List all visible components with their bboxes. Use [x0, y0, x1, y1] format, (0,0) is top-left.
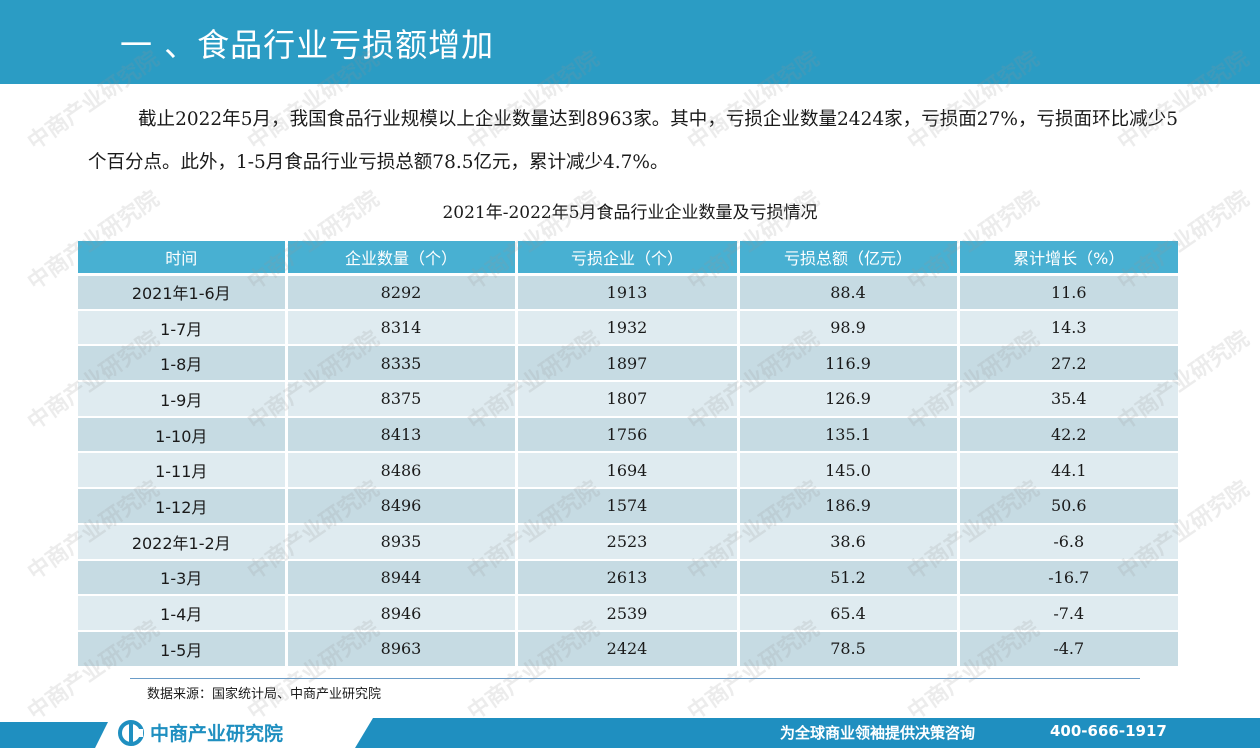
- table-row: 1-3月 8944 2613 51.2 -16.7: [78, 559, 1178, 597]
- cell-time: 1-3月: [78, 559, 288, 597]
- company-logo-icon: [118, 719, 144, 746]
- cell-total-loss: 126.9: [738, 381, 960, 418]
- cell-loss-enterprises: 1913: [516, 274, 740, 311]
- cell-time: 1-12月: [78, 488, 288, 525]
- cell-total-loss: 186.9: [738, 488, 960, 525]
- cell-total-loss: 116.9: [738, 345, 960, 383]
- cell-cumulative-growth: -7.4: [958, 595, 1178, 632]
- table-row: 1-9月 8375 1807 126.9 35.4: [78, 381, 1178, 418]
- cell-enterprise-count: 8314: [286, 309, 518, 347]
- header-total-loss: 亏损总额（亿元）: [738, 241, 960, 276]
- cell-time: 2021年1-6月: [78, 274, 288, 311]
- cell-total-loss: 78.5: [738, 630, 960, 668]
- table-row: 2022年1-2月 8935 2523 38.6 -6.8: [78, 523, 1178, 561]
- cell-enterprise-count: 8935: [286, 523, 518, 561]
- footer-band: [355, 718, 1260, 748]
- table-row: 1-10月 8413 1756 135.1 42.2: [78, 416, 1178, 454]
- cell-loss-enterprises: 2424: [516, 630, 740, 668]
- cell-time: 2022年1-2月: [78, 523, 288, 561]
- cell-time: 1-7月: [78, 309, 288, 347]
- cell-cumulative-growth: 42.2: [958, 416, 1178, 454]
- cell-enterprise-count: 8413: [286, 416, 518, 454]
- cell-total-loss: 51.2: [738, 559, 960, 597]
- intro-paragraph: 截止2022年5月，我国食品行业规模以上企业数量达到8963家。其中，亏损企业数…: [88, 109, 1178, 173]
- cell-cumulative-growth: 27.2: [958, 345, 1178, 383]
- cell-enterprise-count: 8944: [286, 559, 518, 597]
- table-row: 1-7月 8314 1932 98.9 14.3: [78, 309, 1178, 347]
- cell-total-loss: 65.4: [738, 595, 960, 632]
- cell-time: 1-9月: [78, 381, 288, 418]
- header-band: [0, 0, 1260, 84]
- cell-enterprise-count: 8963: [286, 630, 518, 668]
- cell-total-loss: 135.1: [738, 416, 960, 454]
- cell-cumulative-growth: 14.3: [958, 309, 1178, 347]
- cell-cumulative-growth: 44.1: [958, 452, 1178, 490]
- table-row: 1-11月 8486 1694 145.0 44.1: [78, 452, 1178, 490]
- cell-loss-enterprises: 2613: [516, 559, 740, 597]
- cell-loss-enterprises: 1694: [516, 452, 740, 490]
- header-cumulative-growth: 累计增长（%）: [958, 241, 1178, 276]
- cell-total-loss: 145.0: [738, 452, 960, 490]
- cell-cumulative-growth: -6.8: [958, 523, 1178, 561]
- cell-loss-enterprises: 1756: [516, 416, 740, 454]
- cell-cumulative-growth: 50.6: [958, 488, 1178, 525]
- brand-logo-group: 中商产业研究院: [118, 719, 283, 746]
- data-source-note: 数据来源：国家统计局、中商产业研究院: [147, 687, 382, 702]
- cell-cumulative-growth: 11.6: [958, 274, 1178, 311]
- footer-tagline: 为全球商业领袖提供决策咨询: [780, 724, 976, 742]
- table-row: 1-5月 8963 2424 78.5 -4.7: [78, 630, 1178, 668]
- cell-loss-enterprises: 1807: [516, 381, 740, 418]
- cell-time: 1-5月: [78, 630, 288, 668]
- footer-band-left: [0, 722, 108, 748]
- cell-time: 1-11月: [78, 452, 288, 490]
- cell-time: 1-10月: [78, 416, 288, 454]
- cell-enterprise-count: 8292: [286, 274, 518, 311]
- table-header-row: 时间 企业数量（个） 亏损企业（个） 亏损总额（亿元） 累计增长（%）: [78, 241, 1178, 276]
- table-row: 1-12月 8496 1574 186.9 50.6: [78, 488, 1178, 525]
- table-row: 1-8月 8335 1897 116.9 27.2: [78, 345, 1178, 383]
- cell-loss-enterprises: 2539: [516, 595, 740, 632]
- table-row: 1-4月 8946 2539 65.4 -7.4: [78, 595, 1178, 632]
- cell-cumulative-growth: -16.7: [958, 559, 1178, 597]
- cell-total-loss: 98.9: [738, 309, 960, 347]
- cell-loss-enterprises: 1897: [516, 345, 740, 383]
- cell-enterprise-count: 8375: [286, 381, 518, 418]
- cell-enterprise-count: 8486: [286, 452, 518, 490]
- cell-loss-enterprises: 1932: [516, 309, 740, 347]
- brand-name: 中商产业研究院: [150, 723, 284, 745]
- cell-cumulative-growth: 35.4: [958, 381, 1178, 418]
- cell-total-loss: 88.4: [738, 274, 960, 311]
- cell-enterprise-count: 8496: [286, 488, 518, 525]
- cell-cumulative-growth: -4.7: [958, 630, 1178, 668]
- footer-phone: 400-666-1917: [1050, 722, 1167, 740]
- header-enterprise-count: 企业数量（个）: [286, 241, 518, 276]
- section-title: 一 、食品行业亏损额增加: [120, 26, 495, 64]
- header-loss-enterprises: 亏损企业（个）: [516, 241, 740, 276]
- table-row: 2021年1-6月 8292 1913 88.4 11.6: [78, 274, 1178, 311]
- data-table: 时间 企业数量（个） 亏损企业（个） 亏损总额（亿元） 累计增长（%） 2021…: [78, 241, 1178, 668]
- source-divider: [130, 678, 1140, 679]
- header-time: 时间: [78, 241, 288, 276]
- cell-loss-enterprises: 1574: [516, 488, 740, 525]
- cell-loss-enterprises: 2523: [516, 523, 740, 561]
- cell-enterprise-count: 8946: [286, 595, 518, 632]
- cell-time: 1-4月: [78, 595, 288, 632]
- cell-enterprise-count: 8335: [286, 345, 518, 383]
- table-title: 2021年-2022年5月食品行业企业数量及亏损情况: [442, 203, 818, 223]
- cell-time: 1-8月: [78, 345, 288, 383]
- cell-total-loss: 38.6: [738, 523, 960, 561]
